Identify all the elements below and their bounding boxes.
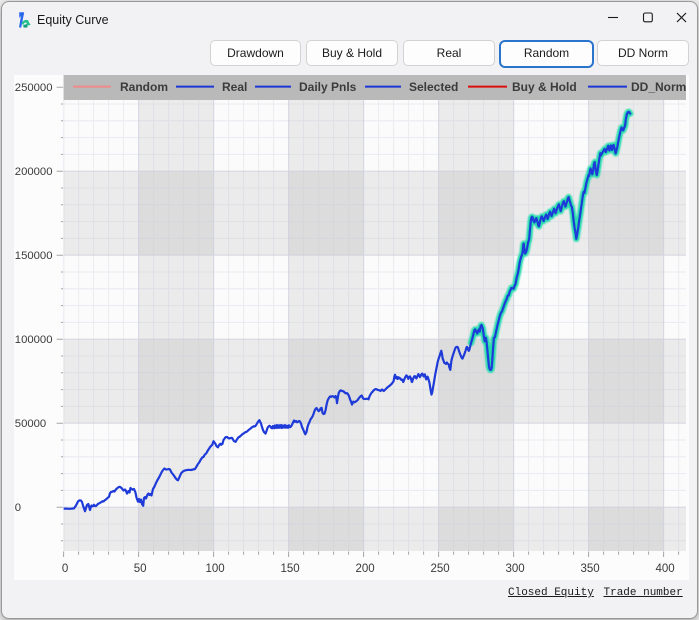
svg-text:50: 50: [134, 563, 147, 575]
svg-text:Real: Real: [222, 80, 247, 94]
svg-text:400: 400: [656, 563, 675, 575]
svg-text:50000: 50000: [15, 418, 46, 430]
svg-text:150: 150: [281, 563, 300, 575]
svg-text:DD_Norm: DD_Norm: [631, 80, 686, 94]
svg-text:150000: 150000: [15, 250, 53, 262]
svg-text:350: 350: [581, 563, 600, 575]
svg-text:100000: 100000: [15, 334, 53, 346]
svg-text:100: 100: [206, 563, 225, 575]
svg-text:Selected: Selected: [409, 80, 458, 94]
svg-text:Random: Random: [120, 80, 168, 94]
svg-text:200: 200: [356, 563, 375, 575]
svg-text:Daily Pnls: Daily Pnls: [299, 80, 357, 94]
svg-text:0: 0: [15, 502, 21, 514]
svg-text:200000: 200000: [15, 166, 53, 178]
svg-text:Buy & Hold: Buy & Hold: [512, 80, 577, 94]
svg-text:250000: 250000: [15, 82, 53, 94]
svg-text:0: 0: [62, 563, 68, 575]
svg-text:250: 250: [431, 563, 450, 575]
svg-text:300: 300: [506, 563, 525, 575]
